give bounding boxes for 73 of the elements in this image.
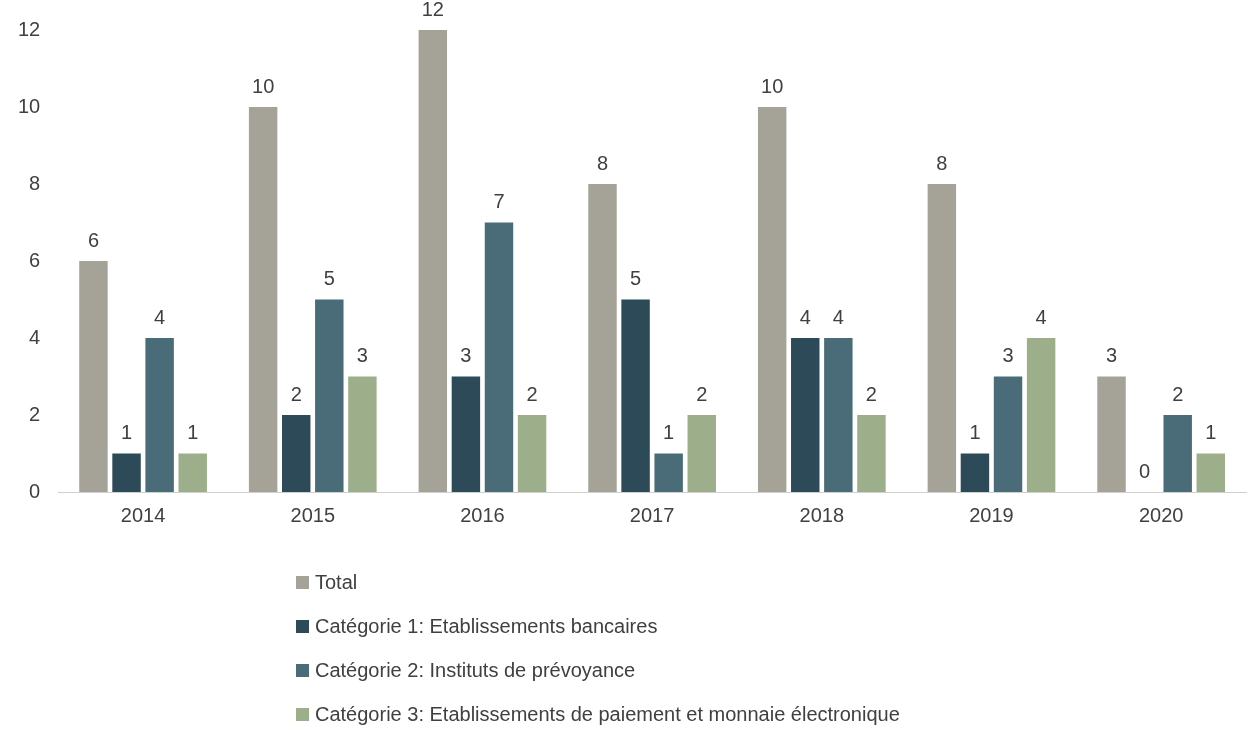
data-label: 1 [120,421,133,444]
bar [517,415,547,492]
bar [79,261,108,492]
bar [1097,376,1126,492]
data-label: 2 [290,382,302,405]
bar [927,184,957,492]
bar [621,299,650,492]
x-tick-label: 2020 [1138,503,1184,526]
bar [348,376,377,492]
bar [418,30,448,492]
x-tick-label: 2016 [460,503,505,526]
bar [112,453,141,492]
data-label: 7 [493,190,505,213]
data-label: 10 [252,74,275,97]
y-tick-label: 12 [18,17,41,40]
data-label: 4 [154,305,166,328]
bar [857,415,886,492]
bar [1163,415,1192,492]
x-tick-label: 2019 [969,503,1014,526]
data-label: 3 [1002,344,1014,367]
bar [654,453,683,492]
data-label: 8 [936,151,948,174]
data-label: 5 [630,267,642,290]
y-tick-label: 6 [29,248,41,271]
data-label: 10 [761,74,784,97]
data-label: 1 [663,421,675,444]
data-label: 4 [799,305,811,328]
legend-label: Catégorie 3: Etablissements de paiement et monnaie électronique [315,702,900,726]
data-label: 4 [832,305,844,328]
bar [145,338,174,492]
y-tick-label: 0 [29,479,41,502]
data-label: 6 [87,228,100,251]
data-label: 8 [596,151,609,174]
x-tick-label: 2014 [120,503,166,526]
data-label: 2 [696,382,708,405]
bar [960,453,990,492]
bar [1196,453,1226,492]
bar [178,453,207,492]
x-tick-label: 2018 [799,503,845,526]
data-label: 4 [1035,305,1047,328]
bar [588,184,617,492]
bar [484,222,514,492]
y-tick-label: 2 [29,402,41,425]
x-tick-label: 2017 [629,503,675,526]
data-label: 2 [526,382,538,405]
bar [281,415,311,492]
legend-label: Total [315,570,358,594]
data-label: 12 [421,0,444,20]
data-label: 2 [865,382,877,405]
bar [993,376,1023,492]
data-label: 1 [1205,421,1217,444]
data-label: 3 [356,344,368,367]
x-tick-label: 2015 [290,503,336,526]
data-label: 3 [1105,344,1118,367]
legend-label: Catégorie 1: Etablissements bancaires [315,614,658,638]
legend-label: Catégorie 2: Instituts de prévoyance [315,658,636,682]
data-label: 5 [323,267,335,290]
bar [315,299,344,492]
bar [451,376,481,492]
data-label: 3 [460,344,472,367]
data-label: 2 [1172,382,1184,405]
bar [757,107,787,492]
bar [687,415,716,492]
bar [1026,338,1056,492]
bar [248,107,278,492]
y-tick-label: 8 [29,171,41,194]
data-label: 0 [1139,459,1151,482]
y-tick-label: 4 [29,325,41,348]
data-label: 1 [187,421,199,444]
y-tick-label: 10 [18,94,41,117]
bar [824,338,853,492]
data-label: 1 [969,421,981,444]
bar [791,338,820,492]
